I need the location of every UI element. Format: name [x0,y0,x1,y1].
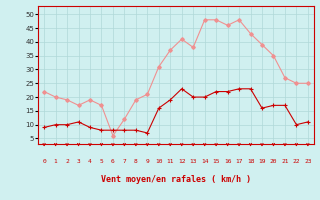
X-axis label: Vent moyen/en rafales ( km/h ): Vent moyen/en rafales ( km/h ) [101,175,251,184]
